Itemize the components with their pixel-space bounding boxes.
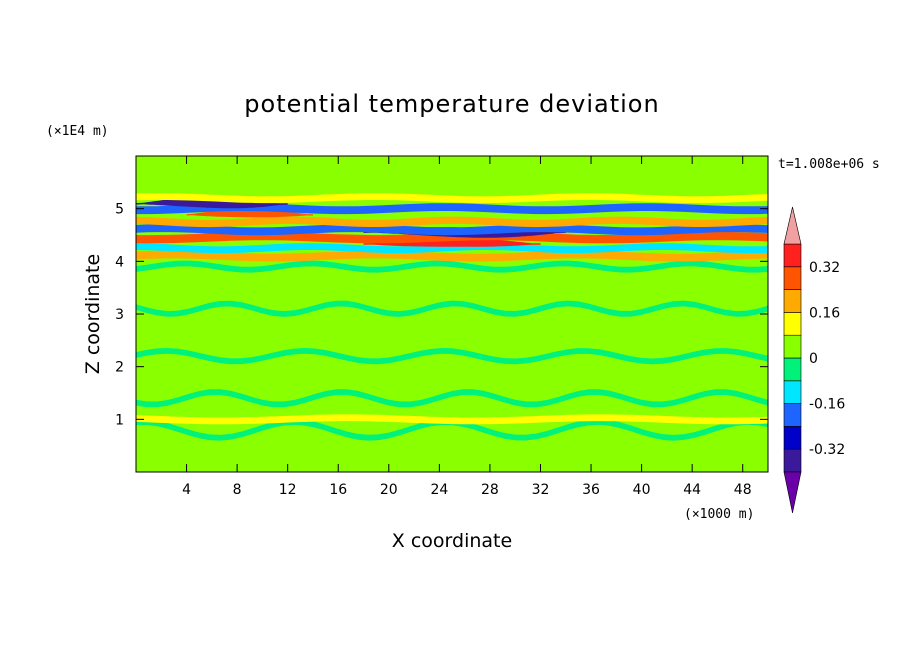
chart-title: potential temperature deviation xyxy=(244,90,659,118)
x-tick-label: 8 xyxy=(233,482,242,498)
colorbar-segment xyxy=(783,426,802,450)
colorbar-segment xyxy=(783,312,802,336)
contour-band xyxy=(136,250,768,262)
x-tick-label: 12 xyxy=(279,482,297,498)
contour-band xyxy=(136,369,768,386)
colorbar-tick-label: -0.16 xyxy=(809,397,845,413)
contour-band xyxy=(136,300,768,317)
colorbar-segment xyxy=(783,357,802,382)
colorbar-max-arrow xyxy=(783,206,802,245)
y-axis-label: Z coordinate xyxy=(82,254,104,374)
contour-band xyxy=(136,231,768,244)
contour-band xyxy=(641,175,768,189)
x-unit-label: (×1000 m) xyxy=(684,507,754,522)
y-tick-label: 2 xyxy=(115,360,124,376)
contour-band xyxy=(136,203,768,215)
plot-area xyxy=(136,156,768,472)
y-tick-label: 1 xyxy=(115,412,124,428)
x-axis: 4 8 12 16 20 24 28 32 36 40 44 48 xyxy=(182,156,752,498)
colorbar-segment xyxy=(783,380,802,404)
colorbar-tick-label: 0 xyxy=(809,351,818,367)
colorbar-tick-label: 0.32 xyxy=(809,260,840,276)
x-tick-label: 32 xyxy=(532,482,550,498)
colorbar-tick-label: 0.16 xyxy=(809,305,840,321)
x-tick-label: 28 xyxy=(481,482,499,498)
colorbar: 0.32 0.16 0 -0.16 -0.32 xyxy=(783,206,845,514)
colorbar-segment xyxy=(783,403,802,427)
colorbar-segment xyxy=(783,289,802,313)
y-tick-label: 3 xyxy=(115,307,124,323)
contour-band xyxy=(136,280,768,295)
time-label: t=1.008e+06 s xyxy=(778,157,880,172)
colorbar-segment xyxy=(783,243,802,268)
contour-band xyxy=(136,389,768,408)
x-tick-label: 40 xyxy=(633,482,651,498)
colorbar-segment xyxy=(783,334,802,359)
contour-band xyxy=(136,321,768,338)
x-tick-label: 4 xyxy=(182,482,191,498)
x-tick-label: 48 xyxy=(734,482,752,498)
contour-band xyxy=(136,438,768,464)
x-tick-label: 36 xyxy=(582,482,600,498)
contour-band xyxy=(136,224,768,236)
y-tick-label: 5 xyxy=(115,202,124,218)
x-axis-label: X coordinate xyxy=(392,530,512,552)
y-axis: 1 2 3 4 5 xyxy=(115,202,768,428)
contour-band xyxy=(136,197,288,209)
y-unit-label: (×1E4 m) xyxy=(46,124,109,139)
contour-band xyxy=(136,260,768,273)
x-tick-label: 16 xyxy=(329,482,347,498)
contour-band xyxy=(136,175,326,189)
x-tick-label: 20 xyxy=(380,482,398,498)
colorbar-tick-label: -0.32 xyxy=(809,442,845,458)
contour-band xyxy=(136,348,768,365)
colorbar-min-arrow xyxy=(783,471,802,514)
contour-band xyxy=(136,243,768,254)
contour-band xyxy=(136,216,768,228)
contour-band xyxy=(136,414,768,425)
contour-band xyxy=(136,419,768,441)
contour-band xyxy=(136,193,768,204)
colorbar-segment xyxy=(783,266,802,290)
y-tick-label: 4 xyxy=(115,254,124,270)
x-tick-label: 44 xyxy=(683,482,701,498)
colorbar-segment xyxy=(783,448,802,473)
x-tick-label: 24 xyxy=(430,482,448,498)
